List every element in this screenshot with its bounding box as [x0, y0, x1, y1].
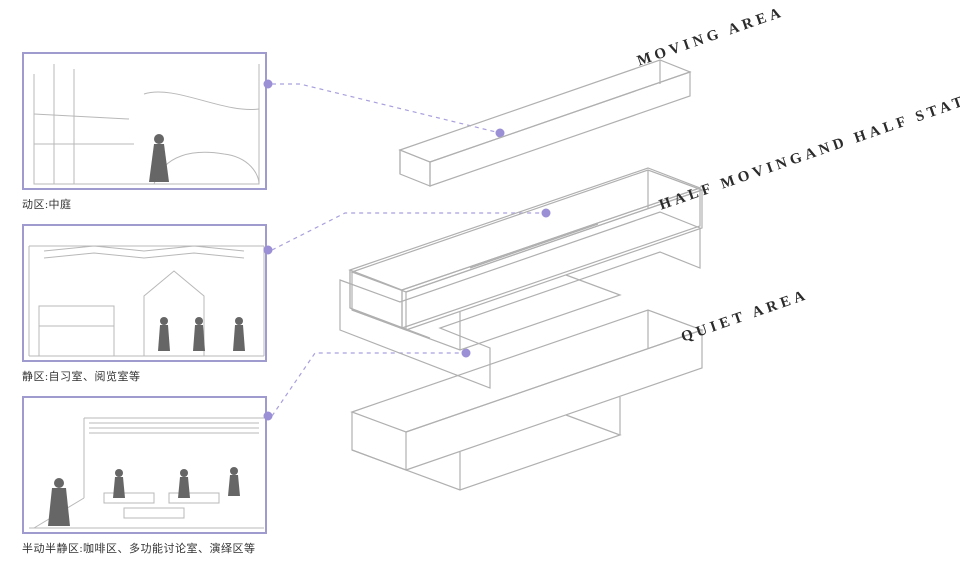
thumb-study-caption: 半动半静区:咖啡区、多功能讨论室、演绎区等: [22, 540, 267, 556]
thumb-cafe-sketch: [24, 226, 267, 362]
thumb-study-group: 半动半静区:咖啡区、多功能讨论室、演绎区等: [22, 396, 267, 556]
thumb-cafe-caption: 静区:自习室、阅览室等: [22, 368, 267, 384]
thumb-atrium-sketch: [24, 54, 267, 190]
thumb-cafe: [22, 224, 267, 362]
thumbnail-column: 动区:中庭: [22, 52, 267, 568]
thumb-cafe-group: 静区:自习室、阅览室等: [22, 224, 267, 384]
label-half: HALF MOVINGAND HALF STATIC: [657, 85, 960, 215]
iso-bar-moving: [400, 60, 690, 186]
thumb-study: [22, 396, 267, 534]
thumb-study-sketch: [24, 398, 267, 534]
thumb-atrium-caption: 动区:中庭: [22, 196, 267, 212]
connector-lines: [264, 80, 550, 420]
thumb-atrium-group: 动区:中庭: [22, 52, 267, 212]
iso-ushape-half: [340, 168, 700, 388]
label-moving: MOVING AREA: [635, 4, 787, 70]
iso-ushape-half-clean: [352, 170, 702, 350]
thumb-atrium: [22, 52, 267, 190]
label-quiet: QUIET AREA: [679, 287, 811, 347]
iso-ushape-quiet: [352, 310, 702, 490]
